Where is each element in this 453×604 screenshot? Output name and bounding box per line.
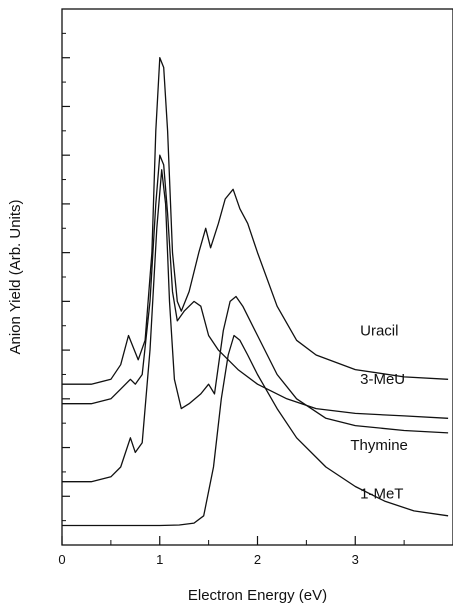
- series-label: 1-MeT: [360, 486, 403, 503]
- series-labels: Uracil 3-MeU Thymine 1-MeT: [350, 322, 408, 502]
- x-tick-label: 0: [58, 552, 65, 567]
- x-axis-label: Electron Energy (eV): [188, 587, 327, 604]
- axis-ticks: [61, 32, 405, 545]
- series-label: Thymine: [350, 437, 408, 454]
- series-line-thymine: [62, 169, 449, 483]
- x-tick-labels: 0 1 2 3: [58, 552, 358, 567]
- series-line-3-meu: [62, 154, 449, 419]
- series-line-uracil: [62, 57, 449, 385]
- series-lines: [62, 57, 449, 527]
- series-label: 3-MeU: [360, 371, 405, 388]
- y-axis-label: Anion Yield (Arb. Units): [7, 199, 24, 354]
- x-tick-label: 1: [156, 552, 163, 567]
- x-tick-label: 2: [254, 552, 261, 567]
- series-label: Uracil: [360, 322, 398, 339]
- x-tick-label: 3: [352, 552, 359, 567]
- series-line-1-met: [62, 334, 449, 527]
- plot-frame: [61, 8, 453, 546]
